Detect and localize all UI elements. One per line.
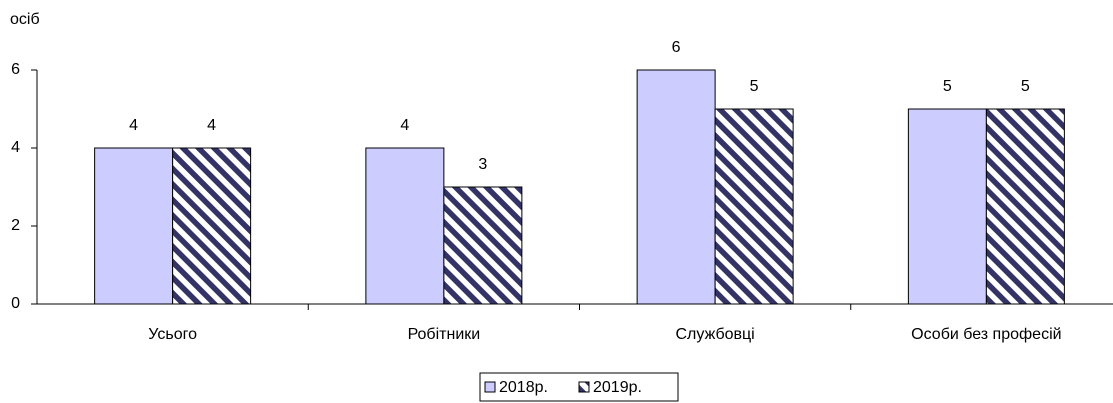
- y-tick-label: 0: [11, 295, 20, 312]
- bar: [443, 186, 523, 305]
- x-tick-label: Усього: [148, 326, 197, 343]
- data-label: 4: [400, 117, 409, 134]
- bar: [985, 108, 1065, 305]
- bar: [714, 108, 794, 305]
- legend-label: 2018р.: [499, 379, 548, 396]
- data-label: 5: [1021, 78, 1030, 95]
- y-axis-label: осіб: [10, 11, 40, 28]
- bar: [636, 69, 716, 305]
- legend-label: 2019р.: [593, 379, 642, 396]
- bar: [365, 147, 445, 305]
- bar: [907, 108, 987, 305]
- y-tick-label: 2: [11, 217, 20, 234]
- x-tick-label: Робітники: [408, 326, 481, 343]
- data-label: 3: [478, 156, 487, 173]
- legend-swatch: [578, 381, 590, 393]
- data-label: 4: [207, 117, 216, 134]
- x-tick-label: Особи без професій: [911, 326, 1061, 343]
- bar: [94, 147, 174, 305]
- legend-swatch: [484, 381, 496, 393]
- data-label: 4: [129, 117, 138, 134]
- x-tick-label: Службовці: [676, 326, 755, 343]
- data-label: 5: [750, 78, 759, 95]
- data-label: 6: [672, 39, 681, 56]
- data-label: 5: [943, 78, 952, 95]
- y-tick-label: 6: [11, 61, 20, 78]
- bar: [172, 147, 252, 305]
- y-tick-label: 4: [11, 139, 20, 156]
